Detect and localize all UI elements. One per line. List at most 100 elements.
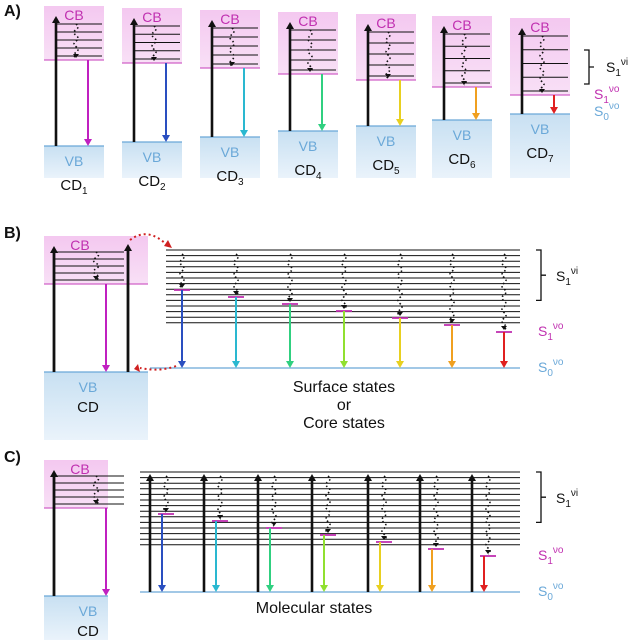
excitation-arrow (286, 22, 294, 131)
cd-diagram-4: CB VB CD4 (278, 12, 338, 182)
panel-b-vb-label: VB (79, 379, 98, 395)
panel-c-state-column-4 (308, 474, 336, 592)
panel-b-label-s1vi: S1νi (556, 266, 578, 288)
state-emission-arrow-head (396, 361, 404, 368)
panel-b-state-column-1 (174, 253, 190, 368)
panel-b-cd-emission-head (102, 365, 110, 372)
state-excitation-arrow (468, 474, 476, 592)
emission-arrow-head (396, 119, 404, 126)
label-s1vo-a: S1νo (594, 84, 620, 106)
cd-diagram-3: CB VB CD3 (200, 10, 260, 188)
state-relaxation-path (501, 253, 507, 331)
panel-b-cd-excitation (50, 246, 58, 372)
state-emission-arrow-head (500, 361, 508, 368)
state-excitation-arrow-head (254, 474, 262, 481)
cd-name-label: CD1 (60, 177, 88, 197)
state-relaxation-path-head (449, 319, 455, 323)
state-relaxation-path (433, 475, 439, 548)
relaxation-path-head (73, 54, 79, 58)
panel-c-vb-label: VB (79, 603, 98, 619)
molecular-states-label: Molecular states (256, 600, 373, 617)
state-relaxation-path-path (163, 475, 169, 513)
state-emission-arrow-head (376, 585, 384, 592)
state-relaxation-path-path (485, 475, 491, 555)
panel-c: C) CB VB CD S1νi S1νo S0νo Molecular states (4, 449, 578, 640)
state-relaxation-path-head (271, 522, 277, 526)
panel-c-brace (536, 471, 546, 524)
surface-transfer-arrow-top-head (164, 240, 172, 248)
cd-diagram-2: CB VB CD2 (122, 8, 182, 193)
cb-label: CB (452, 17, 471, 33)
brace-a-path (584, 49, 594, 85)
state-relaxation-path-head (381, 536, 387, 540)
cb-label: CB (64, 7, 83, 23)
state-relaxation-path-path (325, 475, 331, 534)
panel-b-vb-box (44, 372, 148, 440)
panel-c-cd-emission-head (102, 589, 110, 596)
panel-b-cd-emission (102, 284, 110, 372)
state-relaxation-path-head (397, 312, 403, 316)
state-emission-arrow (396, 318, 404, 368)
cd-name-label: CD6 (448, 151, 476, 171)
panel-c-cd-excitation-head (50, 470, 58, 477)
state-excitation-arrow-head (200, 474, 208, 481)
state-relaxation-path-head (485, 550, 491, 554)
vb-label: VB (299, 138, 318, 154)
state-relaxation-path (341, 253, 347, 310)
relaxation-path (461, 33, 467, 86)
state-excitation-arrow-head (308, 474, 316, 481)
panel-b-state-column-2 (228, 253, 244, 368)
excitation-arrow (208, 20, 216, 137)
label-s1vi-a: S1νi (606, 57, 628, 79)
cb-label: CB (530, 19, 549, 35)
state-emission-arrow-head (448, 361, 456, 368)
excitation-arrow (52, 16, 60, 146)
panel-c-state-column-2 (200, 474, 228, 592)
state-emission-arrow (178, 290, 186, 368)
surface-transfer-arrow-bottom-head (134, 364, 140, 372)
state-emission-arrow (320, 535, 328, 592)
state-relaxation-path-head (233, 291, 239, 295)
state-relaxation-path-head (217, 515, 223, 519)
emission-arrow-head (472, 113, 480, 120)
emission-arrow-head (162, 135, 170, 142)
state-emission-arrow (448, 325, 456, 368)
state-relaxation-path (381, 475, 387, 541)
state-relaxation-path (163, 475, 169, 513)
state-emission-arrow-head (428, 585, 436, 592)
relaxation-path (539, 35, 545, 94)
state-relaxation-path (449, 253, 455, 324)
emission-arrow (550, 95, 558, 114)
relaxation-path-path (307, 29, 313, 73)
panel-c-label-s1vi: S1νi (556, 488, 578, 510)
emission-arrow-head (84, 139, 92, 146)
state-excitation-arrow-head (416, 474, 424, 481)
relaxation-path (385, 31, 391, 79)
relaxation-path (151, 25, 157, 62)
label-s0vo-a: S0νo (594, 101, 620, 123)
panel-b-brace-path (536, 249, 546, 302)
cb-box (122, 8, 182, 63)
state-relaxation-path-head (179, 284, 185, 288)
excitation-arrow-head (130, 18, 138, 25)
state-relaxation-path (397, 253, 403, 317)
cd-diagram-7: CB VB CD7 (510, 18, 570, 178)
state-emission-arrow (266, 528, 274, 592)
state-relaxation-path (485, 475, 491, 555)
states-label-line3: Core states (303, 415, 385, 432)
emission-arrow-head (318, 124, 326, 131)
panel-b-cd-label: CD (77, 399, 99, 416)
relaxation-path-head (539, 89, 545, 93)
panel-b-cd-relaxation (92, 251, 100, 281)
vb-box (432, 120, 492, 178)
cb-box (432, 16, 492, 87)
state-relaxation-path-head (433, 543, 439, 547)
excitation-arrow-head (364, 24, 372, 31)
state-relaxation-path-path (381, 475, 387, 541)
state-emission-arrow-head (178, 361, 186, 368)
state-relaxation-path-head (325, 529, 331, 533)
state-emission-arrow-head (480, 585, 488, 592)
vb-box (200, 137, 260, 178)
panel-b: B) CB VB CD S1νi S1νo S0νo Surface statesorCore… (4, 225, 578, 440)
